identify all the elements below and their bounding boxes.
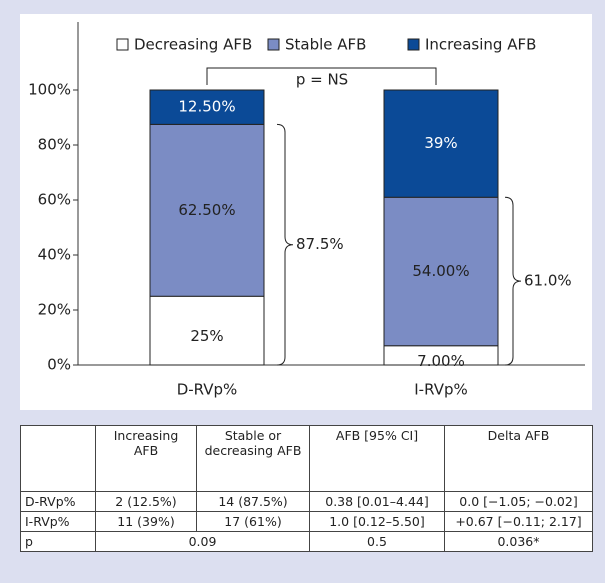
x-tick-label: I-RVp% [414, 381, 467, 399]
data-table: Increasing AFB Stable or decreasing AFB … [20, 425, 593, 552]
table-cell: 14 (87.5%) [196, 491, 310, 512]
data-label: 54.00% [412, 262, 469, 280]
table-header: Delta AFB [444, 425, 593, 492]
table-header: AFB [95% CI] [309, 425, 445, 492]
table-cell: 2 (12.5%) [95, 491, 197, 512]
legend-marker [116, 38, 129, 51]
table-cell: 11 (39%) [95, 511, 197, 532]
bar-segment [149, 89, 265, 125]
row-label: p [20, 531, 96, 552]
annotation: 87.5% [296, 235, 344, 253]
y-tick-label: 20% [38, 301, 71, 319]
data-label: 25% [190, 327, 223, 345]
table-cell: 17 (61%) [196, 511, 310, 532]
annotation: p = NS [296, 71, 348, 89]
table-header: Increasing AFB [95, 425, 197, 492]
y-tick-label: 100% [28, 81, 71, 99]
brace [276, 123, 294, 366]
y-tick-label: 60% [38, 191, 71, 209]
data-label: 62.50% [178, 201, 235, 219]
brace [504, 196, 522, 366]
table-cell: 0.036* [444, 531, 593, 552]
bar-segment [149, 123, 265, 297]
bracket [206, 67, 437, 85]
legend-label: Increasing AFB [425, 36, 536, 54]
table-cell: 0.0 [−1.05; −0.02] [444, 491, 593, 512]
data-label: 7.00% [417, 352, 465, 370]
table-corner [20, 425, 96, 492]
data-label: 39% [424, 134, 457, 152]
chart: 0% 20% 40% 60% 80% 100% 25% 62.50% 12.50% D-RVp% 7… [20, 14, 592, 410]
table-cell: 0.38 [0.01–4.44] [309, 491, 445, 512]
table-cell: 0.5 [309, 531, 445, 552]
x-tick-label: D-RVp% [177, 381, 238, 399]
table-cell: 0.09 [95, 531, 310, 552]
y-tick-label: 80% [38, 136, 71, 154]
bar-segment [149, 295, 265, 366]
table-cell: +0.67 [−0.11; 2.17] [444, 511, 593, 532]
legend-marker [407, 38, 420, 51]
row-label: I-RVp% [20, 511, 96, 532]
bar-segment [383, 89, 499, 198]
y-tick-label: 40% [38, 246, 71, 264]
bar-segment [383, 196, 499, 347]
table-header: Stable or decreasing AFB [196, 425, 310, 492]
table-cell: 1.0 [0.12–5.50] [309, 511, 445, 532]
annotation: 61.0% [524, 272, 572, 290]
data-label: 12.50% [178, 98, 235, 116]
legend-label: Stable AFB [285, 36, 366, 54]
row-label: D-RVp% [20, 491, 96, 512]
legend-marker [267, 38, 280, 51]
legend-label: Decreasing AFB [134, 36, 252, 54]
y-tick-label: 0% [47, 356, 71, 374]
